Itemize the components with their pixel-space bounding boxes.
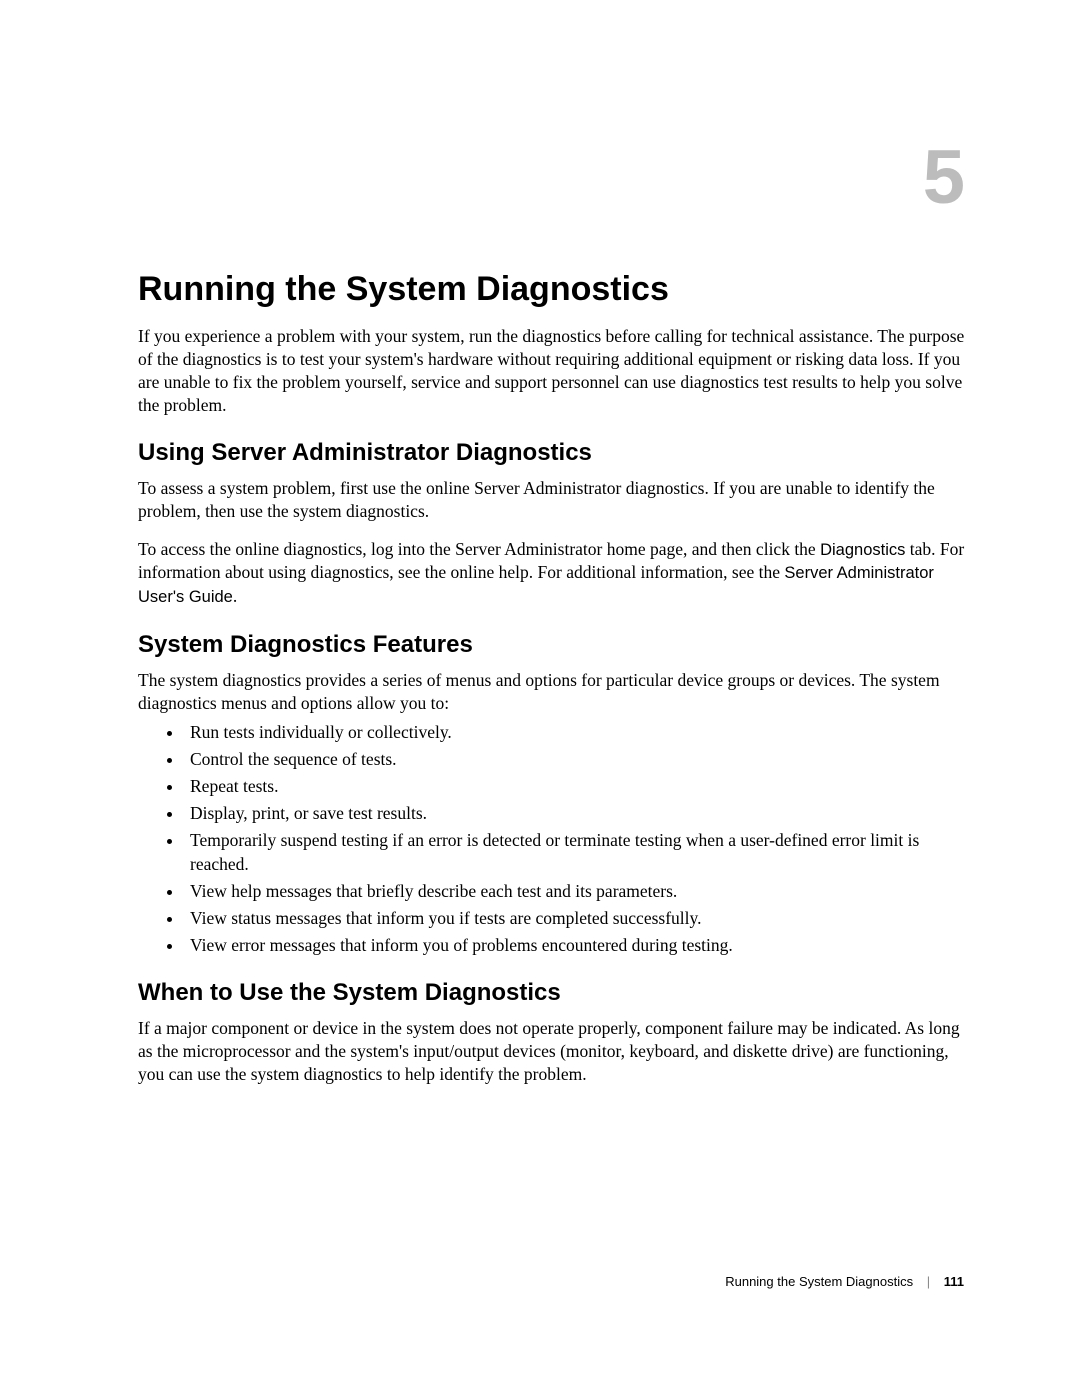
chapter-number: 5 — [923, 140, 965, 216]
list-item: View error messages that inform you of p… — [184, 934, 968, 957]
section-heading-3: When to Use the System Diagnostics — [138, 979, 968, 1007]
diagnostics-label: Diagnostics — [820, 541, 905, 559]
intro-paragraph: If you experience a problem with your sy… — [138, 325, 968, 417]
section-3-para-1: If a major component or device in the sy… — [138, 1017, 968, 1086]
list-item: Repeat tests. — [184, 775, 968, 798]
document-page: 5 Running the System Diagnostics If you … — [0, 0, 1080, 1397]
list-item: View help messages that briefly describe… — [184, 880, 968, 903]
list-item: Temporarily suspend testing if an error … — [184, 829, 968, 875]
list-item: Display, print, or save test results. — [184, 802, 968, 825]
section-heading-1: Using Server Administrator Diagnostics — [138, 439, 968, 467]
list-item: Run tests individually or collectively. — [184, 721, 968, 744]
section-1-para-1: To assess a system problem, first use th… — [138, 477, 968, 523]
section-1-para-2-lead: To access the online diagnostics, log in… — [138, 539, 820, 559]
features-list: Run tests individually or collectively. … — [138, 721, 968, 957]
section-2-para-1: The system diagnostics provides a series… — [138, 669, 968, 715]
section-1-para-2-end: . — [233, 586, 237, 606]
list-item: Control the sequence of tests. — [184, 748, 968, 771]
page-footer: Running the System Diagnostics | 111 — [725, 1274, 964, 1289]
section-1-para-2: To access the online diagnostics, log in… — [138, 538, 968, 609]
page-title: Running the System Diagnostics — [138, 270, 968, 309]
footer-label: Running the System Diagnostics — [725, 1274, 913, 1289]
list-item: View status messages that inform you if … — [184, 907, 968, 930]
footer-separator: | — [927, 1274, 930, 1289]
page-number: 111 — [944, 1274, 964, 1289]
section-heading-2: System Diagnostics Features — [138, 631, 968, 659]
